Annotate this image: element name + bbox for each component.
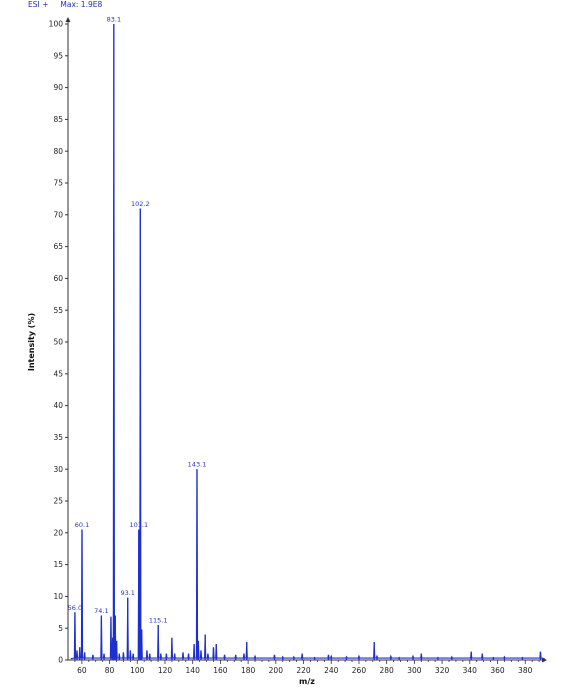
peak-label: 102.2 — [131, 200, 150, 208]
y-tick-label: 55 — [53, 306, 63, 315]
chart-header: ESI + Max: 1.9E8 — [28, 0, 102, 9]
y-axis-arrow — [65, 17, 71, 22]
y-tick-label: 95 — [53, 51, 63, 60]
x-tick-label: 100 — [130, 666, 145, 675]
x-tick-label: 180 — [241, 666, 256, 675]
x-tick-label: 280 — [380, 666, 395, 675]
x-tick-label: 240 — [324, 666, 339, 675]
x-tick-label: 160 — [213, 666, 228, 675]
x-axis: 60 80 100 120 140 160 180 200 220 240 260 280 300 320… — [68, 657, 547, 675]
x-axis-title: m/z — [299, 677, 315, 686]
y-tick-label: 5 — [58, 624, 63, 633]
y-tick-label: 100 — [49, 20, 64, 29]
x-tick-label: 300 — [407, 666, 422, 675]
x-tick-label: 340 — [463, 666, 478, 675]
y-tick-label: 20 — [53, 528, 63, 537]
y-tick-label: 40 — [53, 401, 63, 410]
peak-label: 83.1 — [107, 16, 121, 24]
peak-label: 115.1 — [149, 617, 168, 625]
x-tick-label: 220 — [296, 666, 311, 675]
y-tick-label: 45 — [53, 369, 63, 378]
y-axis: 0 5 10 15 20 25 30 35 40 45 50 55 60 65 70 75 80 85 90 95 10… — [49, 17, 71, 665]
spectrum-line — [70, 23, 545, 660]
y-tick-label: 15 — [53, 560, 63, 569]
y-tick-label: 10 — [53, 592, 63, 601]
peak-label: 56.0 — [68, 604, 82, 612]
y-tick-label: 90 — [53, 83, 63, 92]
y-axis-title: Intensity (%) — [27, 313, 36, 371]
x-tick-label: 320 — [435, 666, 450, 675]
peak-labels: 56.0 60.1 74.1 83.1 93.1 101.1 102.2 115.1 143.1 — [68, 16, 207, 625]
x-tick-label: 60 — [77, 666, 87, 675]
y-tick-label: 25 — [53, 497, 63, 506]
spectrum-trace — [70, 23, 545, 660]
peak-label: 93.1 — [120, 589, 134, 597]
peak-label: 143.1 — [188, 461, 207, 469]
ionization-mode: ESI + — [28, 0, 49, 9]
y-tick-label: 75 — [53, 179, 63, 188]
x-tick-label: 140 — [186, 666, 201, 675]
x-tick-label: 120 — [158, 666, 173, 675]
x-tick-label: 260 — [352, 666, 367, 675]
y-tick-label: 0 — [58, 656, 63, 665]
y-tick-label: 65 — [53, 242, 63, 251]
y-tick-label: 85 — [53, 115, 63, 124]
x-tick-label: 80 — [105, 666, 115, 675]
x-tick-label: 200 — [269, 666, 284, 675]
peak-label: 74.1 — [94, 607, 108, 615]
y-tick-label: 60 — [53, 274, 63, 283]
y-tick-label: 70 — [53, 210, 63, 219]
y-tick-label: 80 — [53, 147, 63, 156]
y-tick-label: 50 — [53, 338, 63, 347]
max-intensity: Max: 1.9E8 — [60, 0, 103, 9]
y-tick-label: 30 — [53, 465, 63, 474]
x-tick-label: 360 — [490, 666, 505, 675]
peak-label: 101.1 — [129, 521, 148, 529]
peak-label: 60.1 — [75, 521, 89, 529]
x-tick-label: 380 — [518, 666, 533, 675]
y-tick-label: 35 — [53, 433, 63, 442]
